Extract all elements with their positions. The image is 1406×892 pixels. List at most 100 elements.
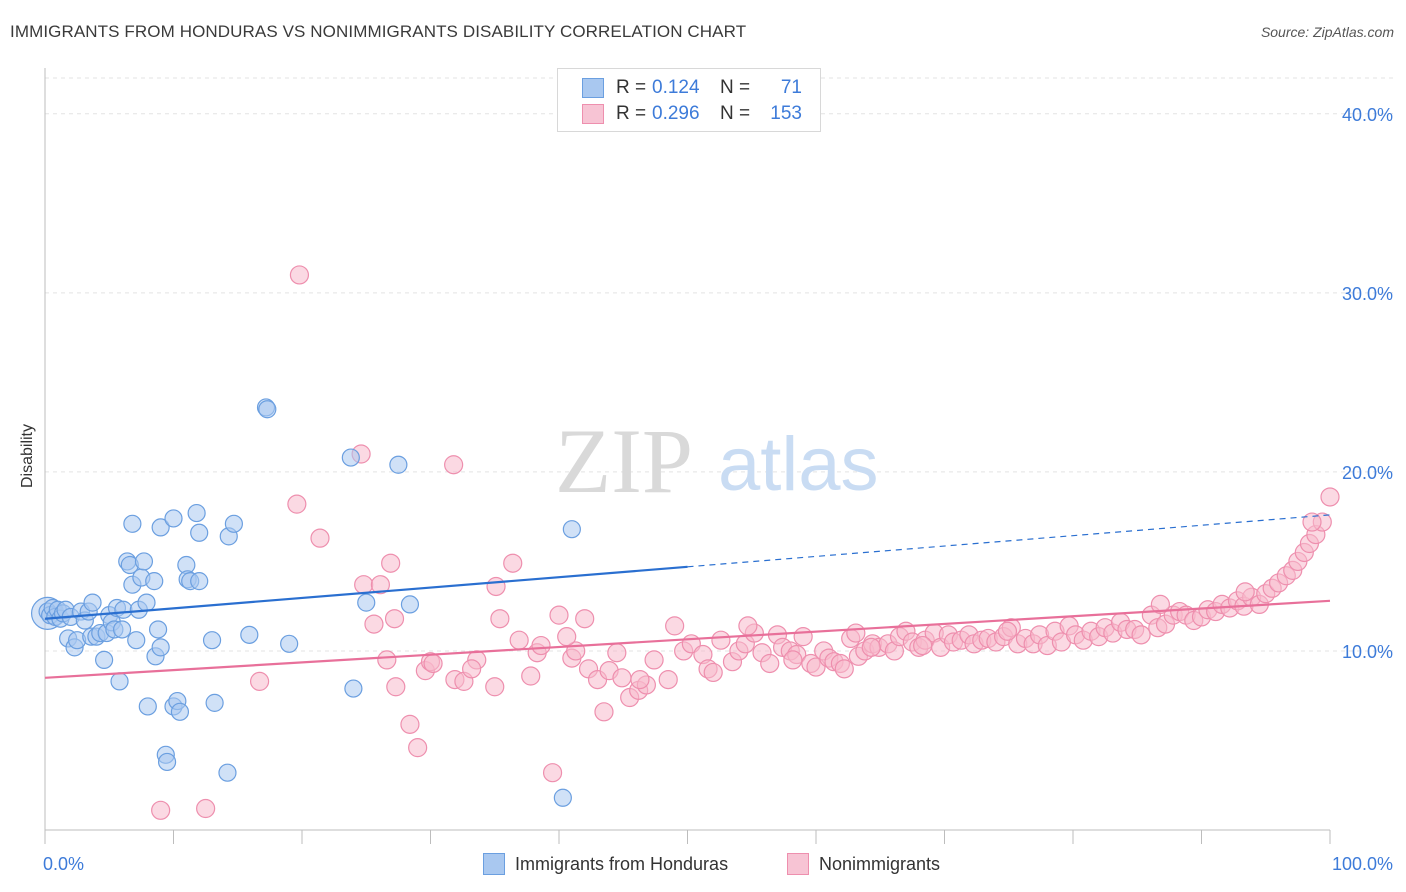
data-point-nonimmigrants	[557, 627, 577, 647]
trend-line-honduras	[44, 565, 688, 620]
legend-swatch-pink	[787, 853, 809, 875]
data-point-nonimmigrants	[287, 494, 307, 514]
series-nonimmigrants	[151, 265, 1340, 820]
watermark: ZIP atlas	[555, 410, 879, 512]
data-point-nonimmigrants	[490, 609, 510, 629]
data-point-honduras	[344, 679, 363, 698]
data-point-nonimmigrants	[381, 553, 401, 573]
legend-r-label: R =	[616, 103, 647, 124]
data-point-honduras	[400, 595, 420, 614]
data-point-nonimmigrants	[665, 616, 685, 636]
legend-label-honduras: Immigrants from Honduras	[515, 853, 729, 874]
data-point-honduras	[83, 593, 102, 612]
data-point-honduras	[224, 514, 243, 533]
data-point-honduras	[202, 631, 222, 650]
data-point-nonimmigrants	[913, 635, 933, 656]
y-tick-label: 40.0%	[1342, 105, 1393, 125]
trend-line-honduras-extrapolated	[687, 514, 1331, 568]
legend-swatch-blue	[582, 78, 604, 98]
data-point-nonimmigrants	[612, 668, 632, 688]
legend-r-value: 0.124	[652, 77, 700, 98]
legend-n-value: 71	[780, 77, 802, 98]
data-point-nonimmigrants	[408, 738, 428, 758]
data-point-nonimmigrants	[644, 650, 664, 670]
data-point-nonimmigrants	[760, 653, 780, 674]
data-point-honduras	[110, 672, 129, 691]
legend-swatch-blue	[483, 853, 505, 875]
data-point-nonimmigrants	[462, 659, 482, 679]
legend-n-label: N =	[720, 77, 751, 98]
data-point-honduras	[190, 572, 209, 591]
data-point-honduras	[357, 593, 376, 612]
data-point-nonimmigrants	[793, 627, 813, 647]
data-point-honduras	[134, 552, 154, 571]
data-point-nonimmigrants	[249, 671, 270, 691]
data-point-nonimmigrants	[594, 702, 614, 722]
chart-title: IMMIGRANTS FROM HONDURAS VS NONIMMIGRANT…	[10, 22, 747, 41]
data-point-nonimmigrants	[423, 653, 443, 674]
data-point-nonimmigrants	[1150, 594, 1170, 615]
data-point-honduras	[123, 514, 142, 533]
data-point-honduras	[187, 503, 206, 523]
x-tick-label: 0.0%	[43, 854, 84, 874]
data-point-nonimmigrants	[531, 635, 551, 656]
legend-r-label: R =	[616, 77, 647, 98]
trend-lines	[44, 514, 1331, 679]
data-point-honduras	[240, 625, 259, 644]
data-point-honduras	[562, 520, 581, 539]
data-point-honduras	[145, 572, 164, 591]
data-point-honduras	[280, 634, 299, 653]
axes	[44, 68, 1331, 844]
data-point-nonimmigrants	[521, 666, 541, 686]
data-point-nonimmigrants	[542, 763, 563, 783]
y-tick-label: 20.0%	[1342, 463, 1393, 483]
legend-swatch-pink	[582, 104, 604, 124]
data-point-honduras	[127, 631, 146, 650]
data-point-nonimmigrants	[370, 575, 390, 595]
data-point-honduras	[114, 600, 133, 619]
data-point-nonimmigrants	[444, 455, 464, 475]
legend-item-nonimmigrants: Nonimmigrants	[787, 852, 940, 876]
tick-labels: 10.0% 20.0% 30.0% 40.0% 0.0% 100.0%	[43, 105, 1393, 874]
data-point-nonimmigrants	[310, 528, 330, 548]
data-point-honduras	[341, 448, 360, 467]
data-point-nonimmigrants	[364, 614, 384, 634]
data-point-nonimmigrants	[486, 576, 506, 597]
data-point-nonimmigrants	[783, 650, 803, 670]
data-point-honduras	[95, 650, 114, 670]
data-point-honduras	[389, 455, 408, 474]
data-point-nonimmigrants	[846, 623, 866, 643]
data-point-nonimmigrants	[354, 575, 374, 595]
data-point-nonimmigrants	[738, 616, 758, 636]
data-point-honduras	[258, 400, 277, 419]
legend-n-label: N =	[720, 103, 751, 124]
data-point-honduras	[112, 620, 132, 639]
legend-r-value: 0.296	[652, 103, 700, 124]
data-point-honduras	[170, 702, 190, 721]
data-point-nonimmigrants	[607, 643, 627, 663]
data-point-nonimmigrants	[711, 630, 731, 650]
data-point-nonimmigrants	[1320, 487, 1340, 507]
data-point-nonimmigrants	[196, 798, 216, 819]
data-point-nonimmigrants	[377, 650, 397, 670]
data-point-nonimmigrants	[503, 553, 523, 573]
data-point-nonimmigrants	[549, 605, 569, 625]
data-point-nonimmigrants	[703, 662, 723, 683]
data-point-honduras	[137, 593, 156, 612]
y-tick-label: 30.0%	[1342, 284, 1393, 304]
data-point-nonimmigrants	[630, 669, 650, 690]
x-tick-label: 100.0%	[1332, 854, 1393, 874]
data-point-honduras	[164, 509, 183, 528]
legend-n-value: 153	[770, 103, 802, 124]
data-point-honduras	[157, 752, 177, 772]
data-point-nonimmigrants	[658, 669, 678, 690]
data-point-nonimmigrants	[1131, 625, 1151, 645]
data-point-nonimmigrants	[509, 630, 529, 650]
y-axis-label: Disability	[19, 423, 36, 489]
data-point-nonimmigrants	[575, 609, 595, 629]
data-point-nonimmigrants	[289, 265, 310, 285]
data-point-honduras	[553, 788, 572, 807]
legend-item-honduras: Immigrants from Honduras	[483, 852, 728, 876]
data-point-nonimmigrants	[997, 621, 1018, 641]
